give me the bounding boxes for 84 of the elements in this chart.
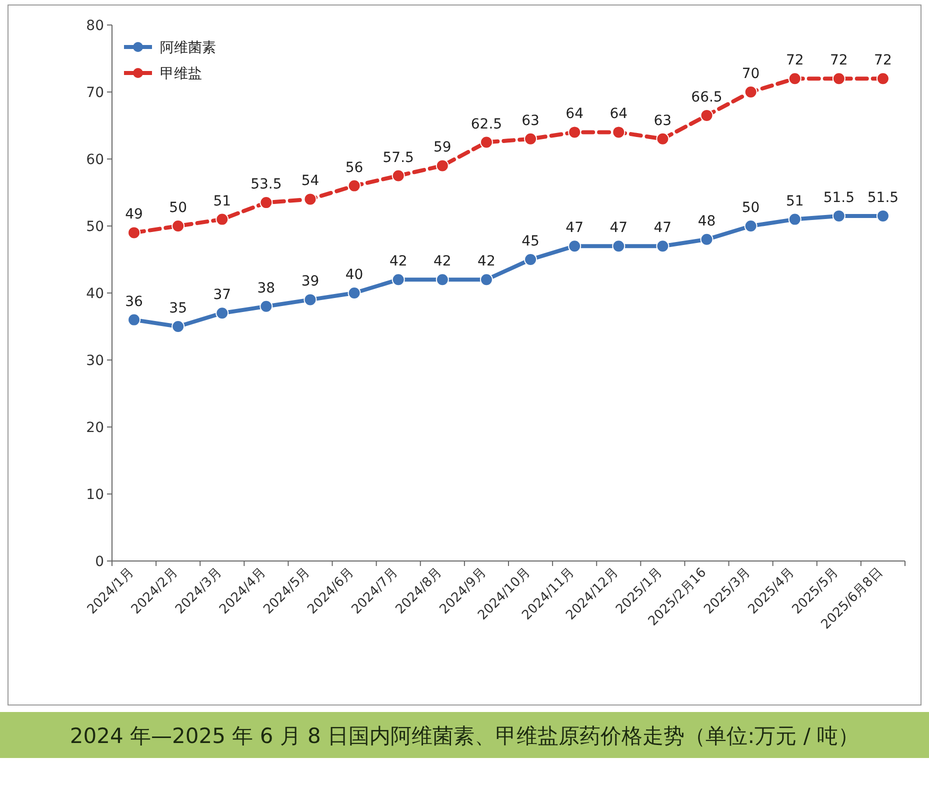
data-label: 35 (169, 300, 187, 316)
data-label: 62.5 (470, 116, 502, 132)
data-label: 51 (786, 193, 804, 210)
data-label: 47 (566, 220, 584, 236)
point (260, 196, 273, 210)
data-label: 42 (478, 254, 496, 270)
point (524, 132, 538, 146)
point (392, 273, 405, 286)
point (612, 126, 626, 139)
data-label: 59 (434, 140, 452, 156)
text: 2024 年—2025 年 6 月 8 日国内阿维菌素、甲维盐原药价格走势（单位:万元 / 吨） (70, 724, 860, 748)
legend-label: 阿维菌素 (160, 40, 216, 56)
point (216, 306, 229, 320)
point (656, 240, 670, 253)
y-tick-label: 20 (86, 420, 104, 436)
point (172, 320, 185, 333)
y-tick-label: 80 (86, 18, 104, 34)
data-label: 50 (742, 200, 760, 216)
data-label: 40 (345, 267, 364, 283)
data-label: 64 (610, 106, 628, 122)
y-tick-label: 40 (86, 286, 104, 302)
y-tick-label: 70 (86, 85, 104, 101)
point (436, 273, 449, 286)
data-label: 66.5 (691, 89, 722, 106)
data-label: 63 (522, 112, 540, 129)
point (260, 300, 273, 313)
data-label: 51.5 (867, 190, 899, 206)
point (700, 108, 714, 122)
data-label: 47 (610, 220, 628, 236)
data-label: 63 (654, 112, 672, 129)
y-tick-label: 60 (86, 152, 104, 168)
data-label: 38 (257, 280, 276, 296)
point (700, 232, 714, 246)
data-label: 64 (566, 106, 584, 122)
legend-label: 甲维盐 (160, 66, 202, 82)
data-label: 39 (301, 274, 320, 290)
point (392, 169, 405, 182)
point (876, 72, 890, 86)
point (480, 136, 493, 149)
point (216, 212, 229, 226)
point (172, 220, 185, 232)
data-label: 42 (389, 254, 408, 270)
point (876, 209, 890, 222)
data-label: 72 (786, 52, 804, 69)
y-tick-label: 0 (95, 554, 104, 570)
data-label: 49 (125, 206, 143, 223)
data-label: 72 (830, 52, 848, 69)
data-label: 56 (345, 160, 364, 176)
point (480, 273, 493, 286)
point (524, 253, 538, 266)
data-label: 72 (874, 52, 892, 69)
data-label: 37 (213, 287, 232, 304)
point (436, 159, 449, 172)
point (832, 209, 846, 222)
y-tick-label: 30 (86, 353, 104, 369)
point (832, 72, 846, 86)
data-label: 36 (125, 294, 144, 310)
data-label: 47 (654, 220, 672, 236)
data-label: 70 (742, 66, 760, 82)
data-label: 48 (698, 213, 716, 230)
data-label: 57.5 (382, 150, 414, 166)
point (788, 72, 802, 86)
point (304, 192, 317, 206)
data-label: 51 (213, 193, 232, 210)
point (348, 286, 361, 300)
point (612, 240, 626, 253)
point (568, 240, 582, 253)
point (128, 226, 141, 240)
y-tick-label: 50 (86, 219, 104, 235)
point (744, 86, 758, 98)
point (304, 293, 317, 306)
point (788, 212, 802, 226)
data-label: 54 (301, 173, 320, 190)
point (744, 220, 758, 232)
y-tick-label: 10 (86, 487, 104, 503)
point (568, 126, 582, 139)
data-label: 45 (522, 234, 540, 250)
data-label: 42 (434, 254, 452, 270)
data-label: 51.5 (823, 190, 855, 206)
point (656, 132, 670, 146)
data-label: 50 (169, 200, 187, 216)
point (348, 179, 361, 192)
point (128, 313, 141, 326)
data-label: 53.5 (250, 176, 282, 193)
